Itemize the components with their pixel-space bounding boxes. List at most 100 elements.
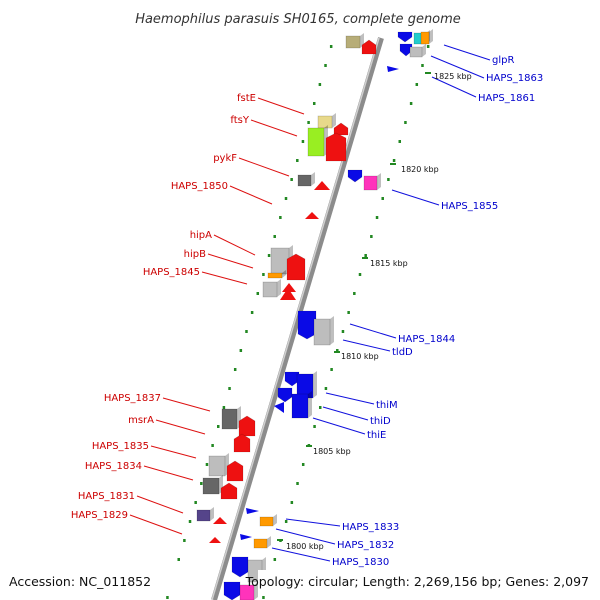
tick-dot — [364, 254, 367, 257]
leader-line-red — [162, 397, 211, 412]
leader-line-blue — [312, 417, 366, 435]
tick-dot — [324, 64, 327, 67]
gene-block-lime — [307, 127, 325, 157]
tick-dot — [409, 102, 413, 105]
leader-line-red — [229, 185, 273, 205]
footer-left-bg — [0, 570, 200, 594]
gene-label-haps-1844: HAPS_1844 — [398, 334, 455, 345]
gene-arrow-red — [305, 212, 319, 219]
gene-arrow-blue — [297, 310, 317, 340]
gene-arrow-small-blue — [240, 534, 252, 540]
gene-arrow-blue — [347, 169, 363, 183]
tick-dot — [375, 216, 379, 219]
tick-dot — [296, 159, 299, 162]
gene-arrow-blue — [231, 556, 249, 578]
gene-block-gray-shade — [277, 279, 281, 297]
tick-dot — [290, 178, 293, 181]
right-gene-labels: glpR HAPS_1863 HAPS_1861 HAPS_1855 HAPS_… — [332, 55, 543, 568]
tick-dot — [347, 311, 350, 314]
leader-line-red — [207, 253, 254, 269]
tick-dot — [233, 368, 237, 371]
gene-arrow-red — [238, 415, 256, 437]
gene-arrow-red — [233, 433, 251, 453]
gene-block-indigo-shade — [210, 507, 214, 521]
leader-line-red — [238, 157, 290, 177]
gene-arrow-red — [361, 39, 377, 55]
kbp-tick-label: 1800 kbp — [286, 542, 324, 551]
leader-line-red — [150, 445, 197, 459]
tick-dot — [318, 83, 322, 86]
gene-features — [196, 29, 433, 600]
leader-line-blue — [431, 76, 477, 98]
gene-arrow-red — [314, 181, 330, 190]
tick-dot — [330, 368, 333, 371]
gene-label-haps-1830: HAPS_1830 — [332, 557, 389, 568]
leader-line-blue — [325, 392, 375, 405]
left-gene-labels: fstE ftsY pykF HAPS_1850 hipA hipB HAPS_… — [71, 93, 256, 521]
leader-line-red — [136, 495, 184, 514]
tick-dot — [222, 406, 226, 409]
tick-dot — [421, 64, 424, 67]
gene-label-glpr: glpR — [492, 55, 514, 66]
gene-label-thie: thiE — [367, 430, 386, 441]
gene-label-thid: thiD — [370, 416, 391, 427]
gene-block-tan — [317, 115, 333, 129]
gene-block-gray — [270, 247, 290, 275]
label-leader-lines — [129, 44, 491, 562]
gene-arrow-red — [282, 283, 296, 292]
tick-dot — [245, 330, 248, 333]
kbp-tick-label: 1805 kbp — [313, 447, 351, 456]
tick-dot — [262, 596, 265, 599]
gene-block-gray — [313, 318, 331, 346]
gene-label-haps-1829: HAPS_1829 — [71, 510, 128, 521]
footer-right-bg — [258, 570, 600, 594]
tick-dot — [267, 254, 271, 257]
gene-arrow-red — [325, 132, 347, 162]
gene-block-gray — [208, 455, 226, 477]
kbp-tick-label: 1815 kbp — [370, 259, 408, 268]
gene-label-haps-1861: HAPS_1861 — [478, 93, 535, 104]
leader-line-blue — [349, 323, 397, 339]
gene-arrow-small-blue — [387, 66, 399, 72]
gene-label-tldd: tldD — [392, 347, 413, 358]
map-title: Haemophilus parasuis SH0165, complete ge… — [135, 12, 461, 27]
gene-block-tan-shade — [332, 113, 336, 128]
tick-dot — [183, 539, 186, 542]
genome-summary-text: Topology: circular; Length: 2,269,156 bp… — [245, 574, 589, 589]
tick-dot — [177, 558, 180, 561]
tick-dot — [239, 349, 243, 352]
tick-dot — [284, 197, 288, 200]
leader-line-blue — [430, 55, 485, 79]
gene-block-magenta — [363, 175, 378, 191]
gene-label-haps-1863: HAPS_1863 — [486, 73, 543, 84]
accession-text: Accession: NC_011852 — [9, 574, 151, 589]
leader-line-blue — [443, 44, 491, 61]
tick-dot — [205, 463, 209, 466]
tick-dot — [217, 425, 220, 428]
leader-line-blue — [391, 189, 440, 206]
tick-dot — [194, 501, 197, 504]
gene-block-indigo — [196, 509, 211, 522]
gene-block-magenta-shade — [254, 582, 258, 600]
gene-arrow-red — [213, 517, 227, 524]
gene-label-haps-1837: HAPS_1837 — [104, 393, 161, 404]
tick-dot — [329, 45, 333, 48]
genome-backbone — [211, 37, 384, 600]
tick-dot — [284, 520, 288, 523]
gene-arrow-small-blue — [274, 402, 284, 413]
tick-dot — [381, 197, 384, 200]
tick-dot — [392, 159, 396, 162]
backbone-tick-marks — [166, 45, 430, 599]
gene-arrow-red — [220, 482, 238, 500]
tick-dot — [404, 121, 407, 124]
gene-block-blue — [291, 393, 309, 419]
gene-block-olive — [345, 35, 361, 49]
tick-dot — [290, 501, 294, 504]
leader-line-blue — [342, 339, 391, 352]
gene-block-blue-shade — [313, 371, 317, 398]
tick-dot — [200, 482, 203, 485]
gene-block-orange — [420, 31, 430, 45]
leader-line-red — [129, 514, 183, 535]
